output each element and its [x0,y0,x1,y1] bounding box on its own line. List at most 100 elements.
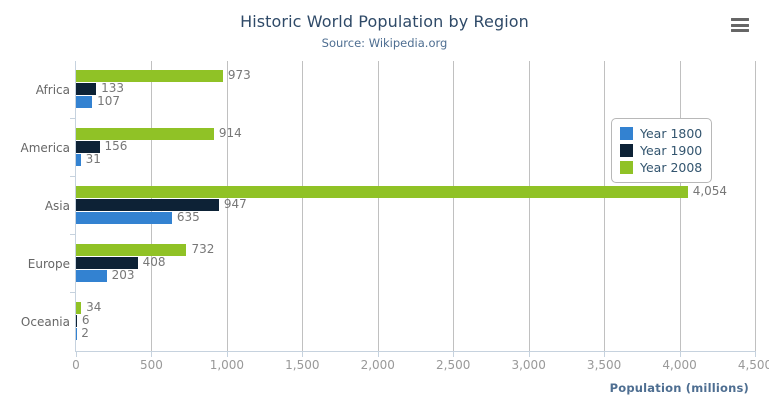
bar-group: 4,054 947 635 [76,184,755,225]
category-label-oceania: Oceania [20,315,70,329]
bar-row: 34 [76,300,755,314]
x-tick [453,351,455,357]
legend-label: Year 2008 [640,160,703,175]
gridline [604,61,606,351]
bar-row: 107 [76,94,755,108]
bar-row: 4,054 [76,184,755,198]
bar[interactable] [76,302,82,314]
gridline [377,61,379,351]
x-tick-label: 1,000 [209,358,245,372]
bar-group: 34 6 2 [76,300,755,341]
bar-row: 947 [76,197,755,211]
bar-row: 732 [76,242,755,256]
category-tick [70,176,75,177]
bar-row: 408 [76,255,755,269]
gridline [755,61,756,351]
x-tick-label: 3,000 [511,358,546,372]
bar-value-label: 973 [227,68,251,82]
bar-value-label: 107 [97,94,121,108]
bar-value-label: 2 [81,326,89,340]
bar[interactable] [76,315,77,327]
x-axis-line [75,351,756,352]
x-axis-title: Population (millions) [609,381,749,395]
x-tick [755,351,756,357]
bar-row: 973 [76,68,755,82]
plot-area: 973 133 107 914 156 31 4,054 947 635 732 408 203 34 6… [76,61,756,351]
bar-row: 6 [76,313,755,327]
gridline [679,61,681,351]
category-label-america: America [20,141,71,155]
bar-value-label: 732 [191,242,215,256]
bar-row: 635 [76,210,755,224]
bar[interactable] [76,199,219,211]
bar-value-label: 4,054 [692,184,728,198]
category-label-europe: Europe [27,257,70,271]
bar-group: 732 408 203 [76,242,755,283]
bar[interactable] [76,257,138,269]
category-tick [70,292,75,293]
bar[interactable] [76,83,97,95]
bar[interactable] [76,141,100,153]
chart-subtitle: Source: Wikipedia.org [321,36,448,50]
menu-bar-1 [731,18,749,21]
x-tick-label: 0 [72,358,80,372]
bar-value-label: 947 [223,197,247,211]
bar[interactable] [76,244,187,256]
gridline [453,61,455,351]
legend-swatch-icon [620,161,633,174]
hamburger-menu-icon[interactable] [731,18,749,32]
x-tick [604,351,606,357]
legend-item-1[interactable]: Year 1800 [620,125,702,142]
legend-item-2[interactable]: Year 1900 [620,142,702,159]
bar[interactable] [76,212,172,224]
menu-bar-2 [731,23,749,27]
bar-value-label: 203 [111,268,135,282]
bar-row: 31 [76,152,755,166]
gridline [226,61,228,351]
bar-group: 914 156 31 [76,126,755,167]
x-tick [76,351,77,357]
menu-bar-3 [731,29,749,32]
chart-title: Historic World Population by Region [240,12,529,31]
bar-group: 973 133 107 [76,68,755,109]
bar-row: 203 [76,268,755,282]
x-tick-label: 2,500 [436,358,471,372]
bar-value-label: 156 [104,139,128,153]
bar-value-label: 408 [142,255,166,269]
y-axis-line [75,61,76,352]
bar[interactable] [76,70,223,82]
bar[interactable] [76,96,93,108]
bar-value-label: 133 [101,81,124,95]
bar-row: 133 [76,81,755,95]
x-tick [528,351,530,357]
gridline [302,61,304,351]
bar-value-label: 914 [218,126,242,140]
x-tick [679,351,681,357]
category-axis-labels: Africa America Asia Europe Oceania [0,61,71,351]
category-label-africa: Africa [35,83,70,97]
legend-swatch-icon [620,144,633,157]
gridline [528,61,530,351]
bar[interactable] [76,128,214,140]
x-tick [302,351,304,357]
legend-swatch-icon [620,127,633,140]
category-tick [70,234,75,235]
bar-row: 156 [76,139,755,153]
category-label-asia: Asia [44,199,70,213]
bar-row: 914 [76,126,755,140]
bar[interactable] [76,270,107,282]
bar-value-label: 635 [176,210,200,224]
bar-value-label: 31 [85,152,101,166]
chart-legend[interactable]: Year 1800 Year 1900 Year 2008 [611,118,713,183]
legend-item-3[interactable]: Year 2008 [620,159,702,176]
x-tick-label: 3,500 [586,358,622,372]
bar[interactable] [76,186,688,198]
x-tick-label: 1,500 [285,358,320,372]
legend-label: Year 1900 [640,143,703,158]
x-tick [377,351,379,357]
x-tick-label: 4,000 [662,358,697,372]
bar[interactable] [76,154,81,166]
bar-row: 2 [76,326,755,340]
x-tick-label: 500 [139,358,163,372]
category-tick [70,118,75,119]
